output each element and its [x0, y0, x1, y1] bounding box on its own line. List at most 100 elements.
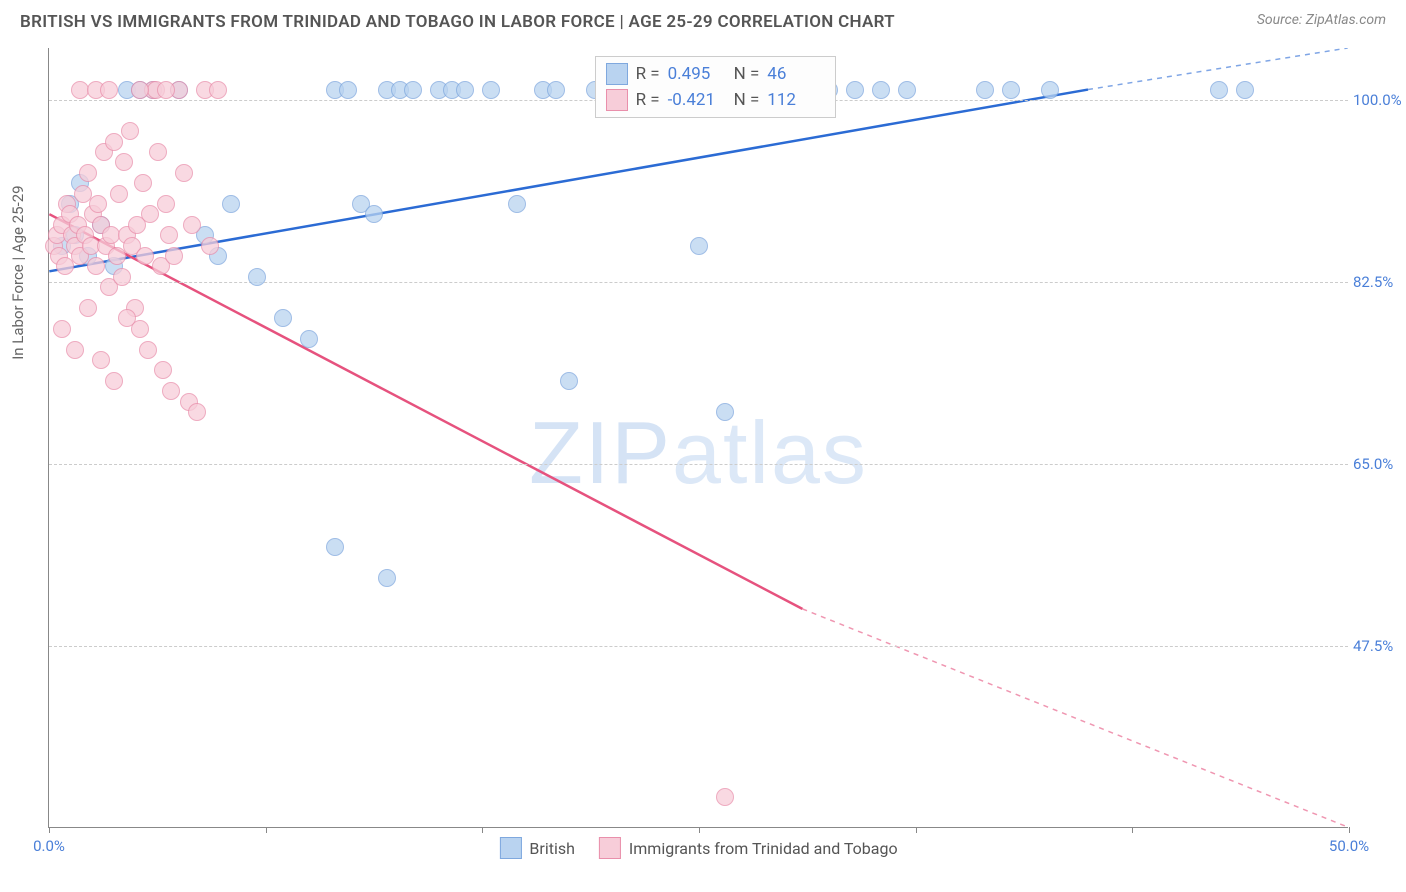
legend-swatch [599, 837, 621, 859]
y-tick-label: 82.5% [1353, 273, 1406, 291]
data-point [160, 226, 178, 244]
data-point [154, 361, 172, 379]
data-point [300, 330, 318, 348]
stats-legend-row: R = 0.495 N = 46 [606, 61, 826, 87]
data-point [183, 216, 201, 234]
data-point [547, 81, 565, 99]
gridline-h [49, 646, 1348, 647]
data-point [87, 257, 105, 275]
n-label: N = [734, 64, 760, 84]
r-value: 0.495 [668, 64, 726, 84]
data-point [274, 309, 292, 327]
chart-container: In Labor Force | Age 25-29 ZIPatlas 47.5… [48, 48, 1348, 828]
data-point [115, 153, 133, 171]
data-point [79, 164, 97, 182]
data-point [898, 81, 916, 99]
x-tick-label: 0.0% [33, 837, 65, 855]
data-point [131, 81, 149, 99]
data-point [53, 320, 71, 338]
watermark: ZIPatlas [529, 402, 868, 504]
data-point [560, 372, 578, 390]
data-point [66, 341, 84, 359]
data-point [339, 81, 357, 99]
data-point [872, 81, 890, 99]
y-axis-label: In Labor Force | Age 25-29 [9, 185, 27, 359]
data-point [105, 372, 123, 390]
y-tick-label: 100.0% [1353, 91, 1406, 109]
legend-swatch [606, 63, 628, 85]
stats-legend: R =0.495N =46R =-0.421N =112 [595, 56, 837, 118]
data-point [121, 122, 139, 140]
x-tick [699, 827, 700, 833]
data-point [139, 341, 157, 359]
data-point [326, 538, 344, 556]
x-tick-label: 50.0% [1329, 837, 1369, 855]
data-point [105, 133, 123, 151]
data-point [846, 81, 864, 99]
regression-lines [49, 48, 1348, 827]
r-value: -0.421 [668, 90, 726, 110]
data-point [165, 247, 183, 265]
data-point [118, 309, 136, 327]
data-point [976, 81, 994, 99]
data-point [108, 247, 126, 265]
stats-legend-row: R =-0.421N =112 [606, 87, 826, 113]
series-label: British [529, 839, 574, 858]
data-point [508, 195, 526, 213]
data-point [79, 299, 97, 317]
data-point [1210, 81, 1228, 99]
data-point [365, 205, 383, 223]
y-tick-label: 65.0% [1353, 455, 1406, 473]
x-tick [266, 827, 267, 833]
legend-swatch [499, 837, 521, 859]
watermark-bold: ZIP [529, 403, 672, 502]
r-label: R = [636, 90, 660, 110]
data-point [141, 205, 159, 223]
data-point [56, 257, 74, 275]
data-point [188, 403, 206, 421]
series-label: Immigrants from Trinidad and Tobago [629, 839, 898, 858]
data-point [716, 788, 734, 806]
series-legend-item: British [499, 837, 574, 859]
n-label: N = [734, 90, 760, 110]
data-point [110, 185, 128, 203]
source-attribution: Source: ZipAtlas.com [1257, 12, 1386, 28]
header: BRITISH VS IMMIGRANTS FROM TRINIDAD AND … [0, 0, 1406, 40]
data-point [1041, 81, 1059, 99]
data-point [1236, 81, 1254, 99]
x-tick [916, 827, 917, 833]
data-point [175, 164, 193, 182]
data-point [222, 195, 240, 213]
gridline-h [49, 282, 1348, 283]
x-tick [1349, 827, 1350, 833]
data-point [100, 81, 118, 99]
x-tick [482, 827, 483, 833]
data-point [209, 81, 227, 99]
data-point [157, 81, 175, 99]
n-value: 46 [767, 64, 825, 84]
data-point [248, 268, 266, 286]
data-point [134, 174, 152, 192]
x-tick [1132, 827, 1133, 833]
data-point [482, 81, 500, 99]
data-point [113, 268, 131, 286]
data-point [149, 143, 167, 161]
data-point [456, 81, 474, 99]
data-point [201, 237, 219, 255]
y-tick-label: 47.5% [1353, 637, 1406, 655]
watermark-thin: atlas [672, 403, 868, 502]
r-label: R = [636, 64, 660, 84]
series-legend-item: Immigrants from Trinidad and Tobago [599, 837, 898, 859]
data-point [690, 237, 708, 255]
data-point [157, 195, 175, 213]
data-point [89, 195, 107, 213]
data-point [404, 81, 422, 99]
legend-swatch [606, 89, 628, 111]
data-point [92, 351, 110, 369]
series-legend: British Immigrants from Trinidad and Toba… [499, 837, 897, 859]
chart-title: BRITISH VS IMMIGRANTS FROM TRINIDAD AND … [20, 12, 895, 32]
data-point [162, 382, 180, 400]
plot-area: ZIPatlas 47.5%65.0%82.5%100.0%0.0%50.0%R… [48, 48, 1348, 828]
gridline-h [49, 464, 1348, 465]
data-point [378, 569, 396, 587]
